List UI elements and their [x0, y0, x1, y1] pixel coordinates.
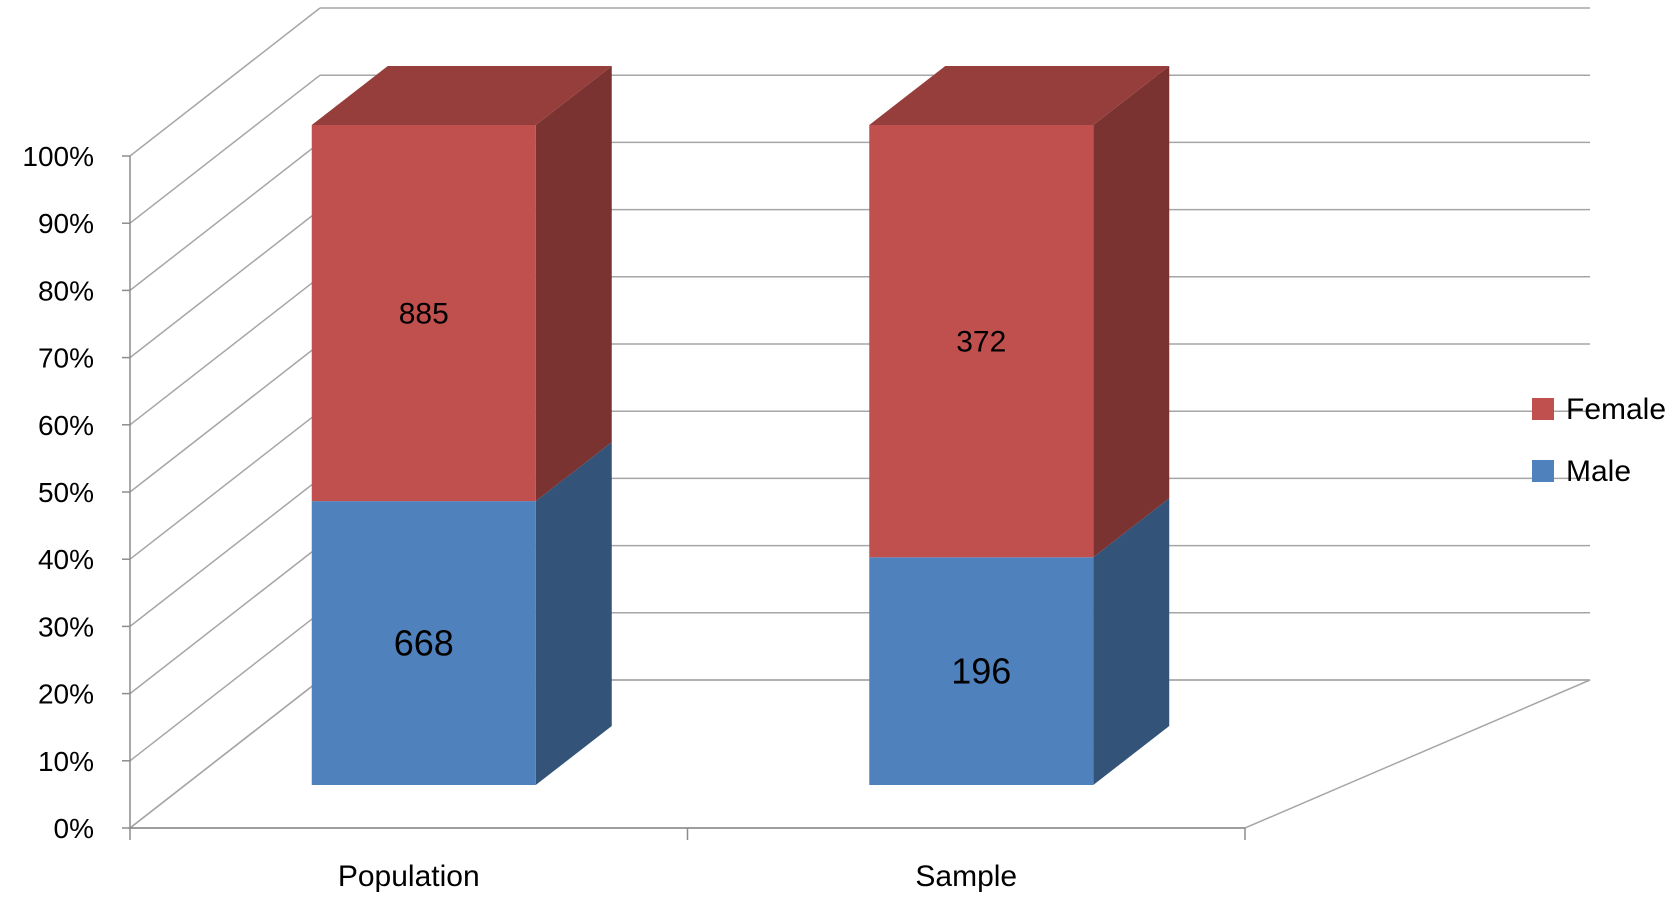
gridline-side-6 — [129, 276, 321, 426]
data-label-female-sample: 372 — [956, 326, 1006, 359]
category-label-sample: Sample — [915, 860, 1017, 893]
bars — [311, 66, 1170, 785]
y-tick-label-8: 80% — [38, 275, 94, 306]
y-tick-label-0: 0% — [54, 813, 94, 844]
gridline-side-2 — [129, 545, 321, 695]
gridline-side-4 — [129, 410, 321, 560]
bar-side-female-sample — [1093, 66, 1170, 558]
y-tick-label-10: 100% — [22, 141, 94, 172]
bar-female-sample — [869, 125, 1094, 558]
bar-male-population — [311, 501, 536, 785]
category-labels: Population Sample — [338, 860, 1017, 893]
data-labels: 668 885 196 372 — [394, 298, 1012, 692]
gridline-side-9 — [129, 74, 321, 224]
y-tick-label-2: 20% — [38, 679, 94, 710]
gridline-side-0 — [129, 679, 321, 829]
y-tick-label-5: 50% — [38, 477, 94, 508]
gridline-side-8 — [129, 141, 321, 291]
y-tick-label-3: 30% — [38, 611, 94, 642]
y-tick-label-9: 90% — [38, 208, 94, 239]
category-label-population: Population — [338, 860, 480, 893]
legend-label-male: Male — [1566, 455, 1631, 488]
axes — [122, 155, 1246, 840]
bar-male-sample — [869, 557, 1094, 785]
y-tick-label-7: 70% — [38, 343, 94, 374]
y-tick-label-6: 60% — [38, 410, 94, 441]
bar-side-female-population — [535, 66, 612, 502]
gridline-side-5 — [129, 343, 321, 493]
legend-label-female: Female — [1566, 393, 1666, 426]
bar-top-population — [311, 66, 612, 125]
y-tick-label-1: 10% — [38, 746, 94, 777]
gridline-side-1 — [129, 612, 321, 762]
data-label-male-population: 668 — [394, 623, 454, 664]
gridline-side-7 — [129, 209, 321, 359]
bar-side-male-sample — [1093, 498, 1170, 785]
bar-top-sample — [869, 66, 1170, 125]
legend-swatch-female — [1532, 398, 1554, 420]
gridline-side-3 — [129, 477, 321, 627]
bar-side-male-population — [535, 442, 612, 785]
data-label-male-sample: 196 — [951, 651, 1011, 692]
legend-swatch-male — [1532, 460, 1554, 482]
data-label-female-population: 885 — [399, 298, 449, 331]
y-tick-label-4: 40% — [38, 544, 94, 575]
gridline-side-10 — [129, 7, 321, 157]
legend: Female Male — [1532, 393, 1666, 488]
bar-female-population — [311, 125, 536, 502]
y-axis-tick-labels: 0% 10% 20% 30% 40% 50% 60% 70% 80% 90% 100% — [22, 141, 94, 844]
